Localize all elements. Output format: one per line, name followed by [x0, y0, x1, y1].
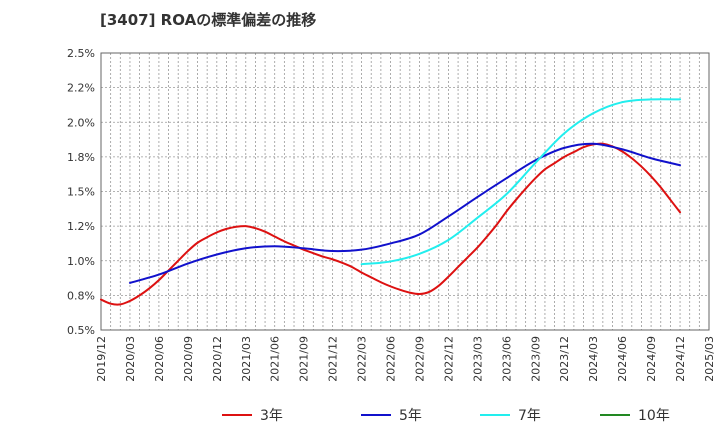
- y-tick-label: 2.5%: [67, 47, 95, 60]
- x-tick-label: 2020/12: [211, 336, 224, 382]
- x-tick-label: 2020/06: [153, 336, 166, 382]
- series-line-5年: [128, 142, 682, 284]
- legend: 3年 5年 7年 10年: [222, 408, 670, 424]
- x-tick-label: 2023/12: [558, 336, 571, 382]
- y-tick-label: 0.5%: [67, 324, 95, 337]
- x-tick-label: 2024/03: [587, 336, 600, 382]
- x-tick-label: 2024/06: [616, 336, 629, 382]
- x-tick-label: 2024/12: [674, 336, 687, 382]
- x-tick-label: 2019/12: [95, 336, 108, 382]
- y-tick-label: 1.2%: [67, 220, 95, 233]
- x-tick-label: 2021/12: [327, 336, 340, 382]
- x-tick-label: 2020/09: [182, 336, 195, 382]
- x-axis: 2019/12 2020/03 2020/06 2020/09 2020/12 2021/…: [95, 336, 716, 382]
- legend-label: 7年: [518, 408, 541, 424]
- x-tick-label: 2025/03: [703, 336, 716, 382]
- x-tick-label: 2022/09: [413, 336, 426, 382]
- x-tick-label: 2021/06: [269, 336, 282, 382]
- x-tick-label: 2020/03: [124, 336, 137, 382]
- y-tick-label: 1.8%: [67, 151, 95, 164]
- legend-label: 3年: [260, 408, 283, 424]
- y-tick-label: 1.0%: [67, 255, 95, 268]
- legend-label: 5年: [399, 408, 422, 424]
- y-tick-label: 1.5%: [67, 186, 95, 199]
- legend-label: 10年: [638, 408, 670, 424]
- series-line-7年: [360, 98, 682, 266]
- x-tick-label: 2024/09: [645, 336, 658, 382]
- y-tick-label: 0.8%: [67, 289, 95, 302]
- x-tick-label: 2022/03: [356, 336, 369, 382]
- x-tick-label: 2023/03: [471, 336, 484, 382]
- y-axis: 0.5% 0.8% 1.0% 1.2% 1.5% 1.8% 2.0% 2.2% 2.5%: [67, 47, 95, 337]
- y-tick-label: 2.0%: [67, 116, 95, 129]
- grid: [101, 53, 709, 330]
- x-tick-label: 2023/09: [529, 336, 542, 382]
- x-tick-label: 2023/06: [500, 336, 513, 382]
- x-tick-label: 2022/12: [442, 336, 455, 382]
- chart-title: [3407] ROAの標準偏差の推移: [100, 11, 316, 29]
- y-tick-label: 2.2%: [67, 82, 95, 95]
- series-line-3年: [100, 142, 682, 306]
- x-tick-label: 2022/06: [385, 336, 398, 382]
- x-tick-label: 2021/09: [298, 336, 311, 382]
- x-tick-label: 2021/03: [240, 336, 253, 382]
- series-lines: [100, 98, 682, 306]
- plot-area: [100, 52, 710, 331]
